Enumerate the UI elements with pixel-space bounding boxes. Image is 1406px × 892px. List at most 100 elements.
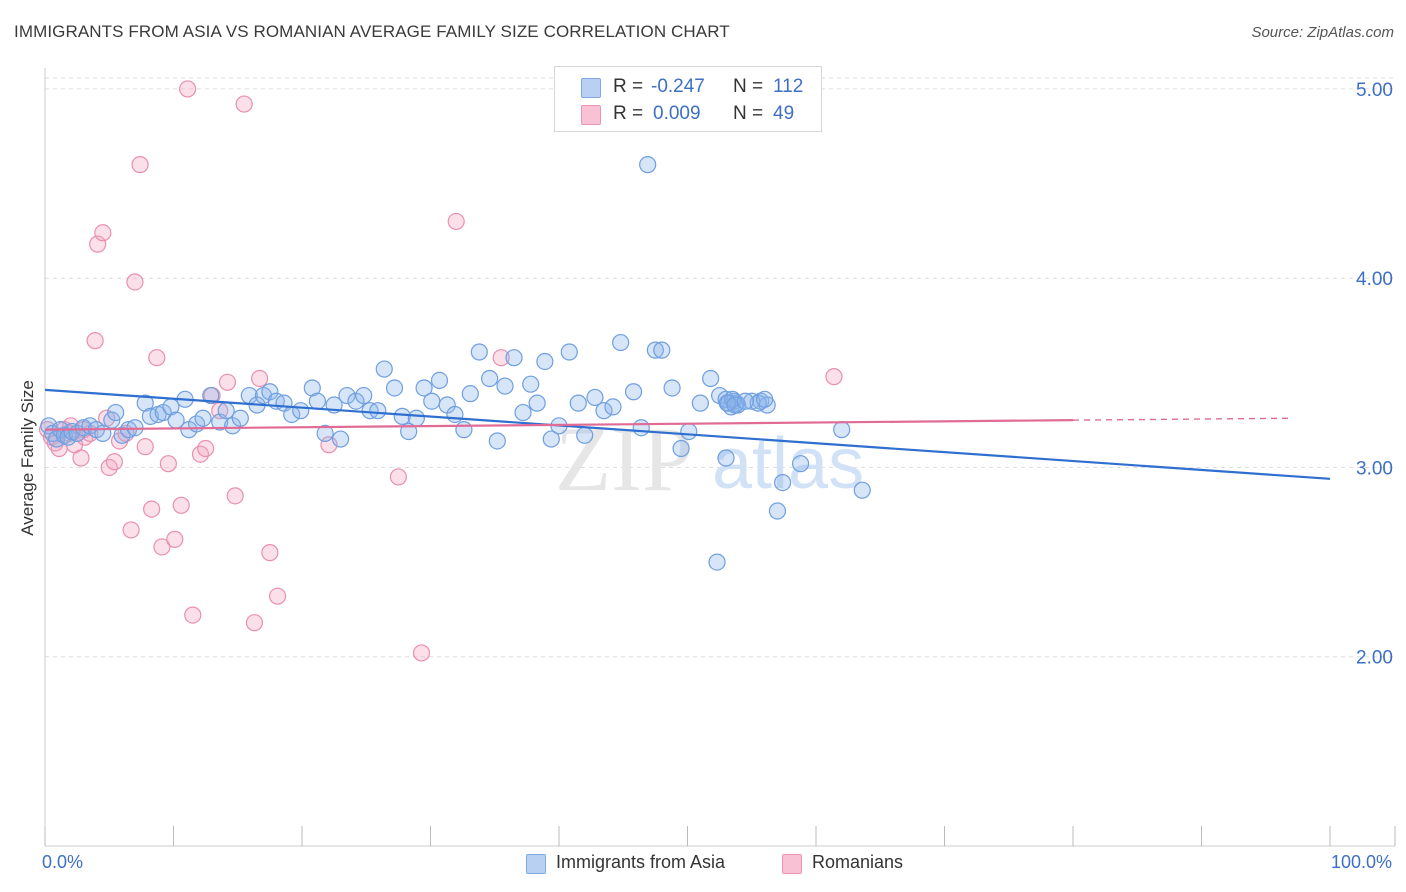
asia-point — [415, 379, 433, 397]
asia-point — [768, 502, 787, 520]
axes — [44, 68, 1396, 847]
asia-point — [194, 409, 212, 427]
romanians-point — [492, 349, 510, 367]
romanians-point — [261, 544, 279, 562]
romanians-point — [250, 369, 269, 388]
asia-point — [560, 343, 578, 361]
asia-point — [736, 392, 754, 410]
asia-point — [217, 402, 235, 420]
romanians-point — [159, 455, 177, 473]
asia-point — [632, 419, 650, 437]
n-value-romanians: 49 — [773, 103, 795, 124]
asia-point — [624, 383, 643, 401]
n-value-asia: 112 — [773, 76, 804, 97]
romanians-point — [131, 156, 149, 174]
series-legend: Immigrants from Asia Romanians — [0, 852, 1406, 878]
asia-point — [470, 343, 488, 361]
y-tick-label: 2.00 — [1356, 648, 1393, 669]
asia-point — [292, 402, 310, 420]
romanians-point — [94, 224, 112, 242]
romanians-point — [122, 521, 140, 539]
romanians-point — [412, 644, 431, 662]
asia-point — [430, 371, 449, 389]
asia-point — [595, 402, 613, 420]
asia-point — [717, 449, 735, 467]
asia-point — [536, 352, 554, 371]
asia-point — [338, 386, 356, 405]
x-tick-min: 0.0% — [42, 852, 84, 872]
x-tick-max: 100.0% — [1330, 852, 1392, 872]
romanians-point — [184, 606, 202, 624]
romanians-point — [179, 80, 197, 98]
legend-swatch-romanians — [581, 105, 601, 125]
asia-point — [488, 432, 506, 450]
asia-point — [375, 360, 393, 378]
asia-point — [461, 385, 479, 403]
asia-point — [691, 394, 709, 412]
y-tick-labels: 2.00 3.00 4.00 5.00 — [1356, 80, 1393, 669]
asia-point — [446, 405, 464, 424]
asia-point — [586, 388, 604, 407]
legend-label-romanians: Romanians — [812, 852, 904, 872]
romanians-point — [268, 587, 287, 605]
asia-point — [136, 394, 154, 412]
asia-point — [833, 421, 851, 439]
asia-point — [773, 474, 792, 492]
asia-point — [522, 375, 540, 393]
legend-swatch-asia — [581, 78, 601, 98]
romanians-point — [197, 439, 215, 458]
romanians-point — [148, 349, 166, 367]
correlation-legend: R = -0.247 N = 112 R = 0.009 N = 49 — [554, 66, 822, 132]
asia-point — [369, 402, 387, 420]
legend-swatch-asia — [526, 854, 546, 874]
asia-point — [496, 377, 514, 395]
y-tick-label: 3.00 — [1356, 458, 1393, 479]
asia-point — [653, 341, 671, 359]
asia-point — [743, 392, 761, 410]
asia-point — [604, 398, 622, 416]
asia-point — [202, 386, 220, 405]
asia-point — [74, 419, 93, 437]
romanians-point — [72, 449, 90, 467]
asia-point — [455, 421, 473, 439]
asia-point — [702, 369, 720, 388]
romanians-point — [389, 468, 407, 486]
n-label: N = — [733, 103, 764, 124]
asia-point — [755, 390, 774, 408]
asia-point — [385, 379, 404, 397]
asia-point — [231, 409, 249, 427]
asia-point — [107, 403, 125, 422]
asia-point — [514, 403, 532, 422]
asia-point — [639, 156, 657, 174]
asia-point — [663, 379, 681, 397]
y-tick-label: 5.00 — [1356, 80, 1393, 101]
romanians-trend-line — [44, 419, 1074, 431]
asia-point — [316, 424, 334, 442]
asia-point — [542, 430, 560, 448]
asia-point — [393, 407, 411, 425]
romanians-point — [245, 614, 264, 632]
romanians-point — [172, 496, 190, 514]
asia-point — [569, 394, 587, 412]
romanians-point — [143, 500, 161, 518]
chart-title: IMMIGRANTS FROM ASIA VS ROMANIAN AVERAGE… — [14, 22, 730, 41]
asia-point — [303, 379, 321, 397]
r-value-romanians: 0.009 — [653, 103, 701, 124]
legend-label-asia: Immigrants from Asia — [556, 852, 726, 872]
asia-point — [505, 349, 523, 367]
asia-point — [423, 392, 441, 410]
romanians-point — [86, 332, 104, 350]
asia-point — [576, 426, 594, 444]
asia-point — [528, 394, 546, 412]
asia-point — [708, 553, 726, 571]
n-label: N = — [733, 76, 764, 97]
asia-point — [646, 341, 664, 359]
asia-trend-line — [44, 388, 1331, 480]
r-value-asia: -0.247 — [651, 76, 705, 97]
asia-point — [612, 333, 630, 352]
asia-point — [308, 392, 327, 410]
asia-point — [331, 430, 350, 448]
legend-swatch-romanians — [782, 854, 802, 874]
y-tick-label: 4.00 — [1356, 269, 1393, 290]
romanians-point — [235, 95, 253, 113]
